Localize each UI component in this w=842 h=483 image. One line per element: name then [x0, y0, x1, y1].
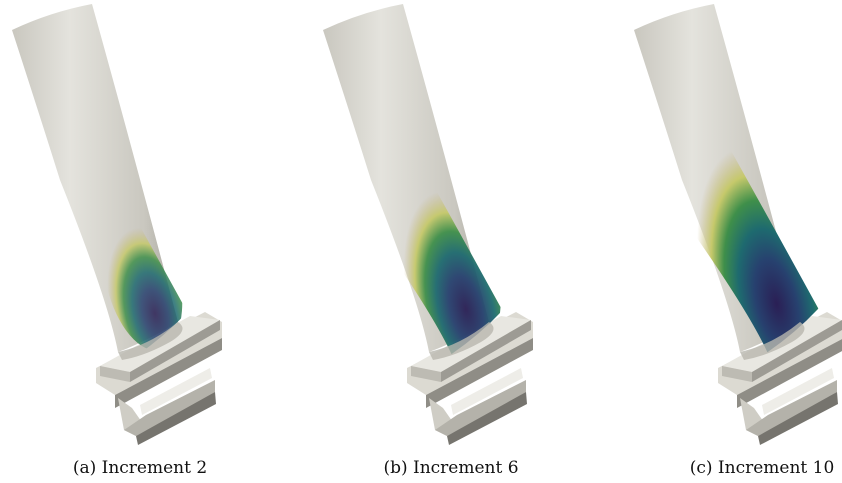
blade-render-c	[634, 4, 842, 445]
blade-group	[323, 4, 533, 445]
caption-label-b: Increment 6	[413, 458, 519, 478]
caption-tag-c: (c)	[689, 458, 713, 478]
blade-render-a	[12, 4, 222, 445]
panel-c: (c) Increment 10	[622, 0, 842, 483]
caption-a: (a) Increment 2	[0, 458, 280, 478]
blade-group	[12, 4, 222, 445]
caption-b: (b) Increment 6	[311, 458, 591, 478]
blade-render-b	[323, 4, 533, 445]
panel-b: (b) Increment 6	[311, 0, 591, 483]
caption-tag-b: (b)	[383, 458, 408, 478]
caption-c: (c) Increment 10	[622, 458, 842, 478]
blade-group	[634, 4, 842, 445]
caption-label-a: Increment 2	[101, 458, 208, 478]
caption-tag-a: (a)	[72, 458, 97, 478]
panel-a: (a) Increment 2	[0, 0, 280, 483]
caption-label-c: Increment 10	[717, 458, 835, 478]
